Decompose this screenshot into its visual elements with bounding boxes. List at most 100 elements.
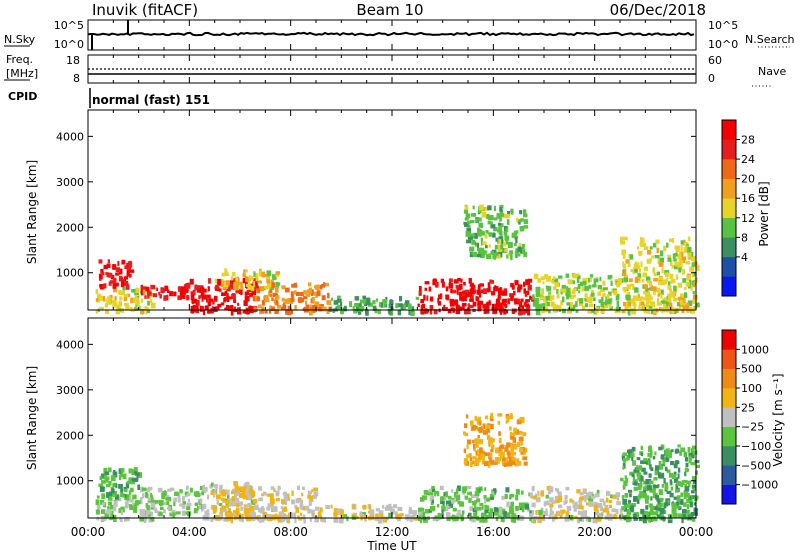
velocity-cell (203, 487, 208, 492)
power-cell (518, 242, 522, 249)
power-cell (145, 286, 150, 292)
power-cell (119, 296, 123, 301)
velocity-cell (691, 484, 696, 489)
power-cell (634, 277, 638, 283)
power-cell (269, 289, 273, 293)
power-cell (245, 283, 249, 287)
power-cell (677, 245, 680, 251)
power-cell (141, 289, 146, 295)
velocity-colorbar-swatch (722, 349, 736, 369)
power-cell (264, 295, 269, 299)
velocity-cell (483, 494, 487, 500)
velocity-cell (189, 487, 193, 493)
power-cell (101, 271, 105, 276)
velocity-cell (692, 450, 698, 455)
velocity-cell (120, 488, 124, 493)
power-cell (180, 294, 186, 299)
velocity-cell (150, 511, 154, 517)
velocity-cell (145, 503, 148, 508)
velocity-cell (658, 497, 664, 502)
power-cell (494, 205, 496, 212)
power-cell (440, 278, 444, 283)
velocity-cell (672, 502, 677, 507)
velocity-cell (122, 473, 127, 480)
power-cell (242, 277, 247, 284)
power-cell (497, 294, 501, 300)
velocity-cell (157, 487, 163, 493)
velocity-cell (249, 490, 252, 494)
velocity-cell (612, 514, 618, 520)
power-cell (523, 288, 526, 294)
velocity-cell (261, 493, 264, 497)
power-colorbar-swatch (722, 276, 736, 297)
power-cell (579, 301, 584, 307)
velocity-cell (596, 489, 600, 494)
power-cell (575, 301, 578, 308)
power-cell (231, 293, 236, 300)
power-cell (685, 309, 691, 313)
power-cell (324, 283, 330, 287)
power-cell (197, 300, 199, 306)
velocity-cell (107, 497, 113, 501)
velocity-cell (493, 488, 497, 494)
velocity-cell (633, 496, 638, 502)
power-cell (454, 299, 459, 306)
power-cell (516, 253, 521, 257)
velocity-cell (476, 460, 479, 467)
power-cell (509, 250, 513, 255)
power-cell (541, 288, 544, 294)
power-cell (473, 289, 477, 294)
velocity-cell (377, 517, 382, 524)
velocity-cell (476, 498, 481, 503)
velocity-cell (225, 511, 230, 515)
power-colorbar-swatch (722, 159, 736, 179)
power-cell (486, 309, 490, 313)
power-cell (106, 298, 111, 305)
velocity-cell (545, 500, 550, 506)
power-cell (503, 308, 507, 315)
velocity-cell (633, 517, 638, 521)
velocity-cell (258, 507, 261, 513)
velocity-cell (99, 499, 105, 505)
power-cell (271, 297, 274, 301)
power-cell (500, 239, 504, 245)
velocity-cell (361, 514, 365, 518)
power-cell (689, 279, 692, 283)
power-cell (497, 302, 503, 309)
velocity-cell (320, 517, 323, 522)
power-cell (364, 308, 368, 314)
velocity-cell (611, 508, 617, 513)
power-cell (678, 258, 684, 263)
power-cell (524, 303, 530, 307)
power-cell (517, 246, 522, 253)
power-cell (686, 275, 692, 281)
power-cell (569, 295, 575, 300)
power-cell (590, 309, 595, 313)
power-cell (570, 301, 573, 308)
velocity-cell (322, 517, 326, 523)
power-cell (224, 290, 228, 296)
velocity-cell (622, 498, 627, 505)
velocity-cell (504, 493, 508, 499)
velocity-cell (448, 501, 453, 506)
power-cell (430, 296, 434, 302)
power-cell (186, 295, 190, 301)
velocity-cell (100, 516, 106, 522)
velocity-cell (679, 501, 684, 505)
velocity-cell (210, 490, 215, 495)
power-cell (95, 288, 99, 295)
velocity-cell (239, 501, 243, 507)
y-tick-label: 3000 (56, 176, 84, 189)
velocity-cell (646, 511, 649, 516)
power-cell (253, 278, 257, 283)
velocity-cell (652, 456, 656, 460)
velocity-cell (479, 503, 484, 507)
velocity-cell (490, 423, 494, 430)
power-cell (140, 298, 144, 303)
velocity-cell (662, 457, 668, 462)
velocity-cell (128, 468, 133, 474)
power-cell (657, 258, 660, 265)
power-cell (582, 280, 587, 286)
power-cell (479, 204, 484, 211)
power-cell (613, 290, 618, 296)
